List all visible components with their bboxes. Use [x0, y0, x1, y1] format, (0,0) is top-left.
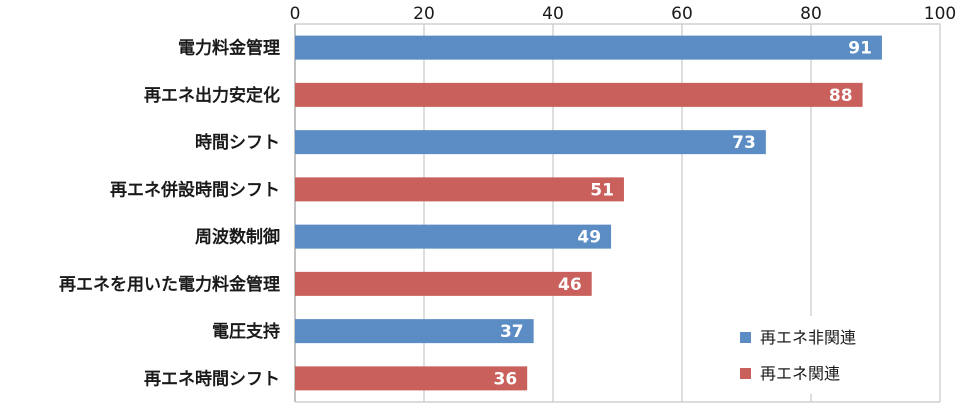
legend-label-re: 再エネ関連: [760, 364, 840, 383]
category-label-6: 再エネを用いた電力料金管理: [59, 274, 280, 295]
x-tick-label-60: 60: [671, 4, 693, 24]
category-label-4: 再エネ併設時間シフト: [110, 179, 280, 200]
category-label-2: 再エネ出力安定化: [144, 85, 280, 106]
bar-7: [295, 319, 534, 344]
x-tick-label-0: 0: [290, 4, 301, 24]
data-labels: 91 88 73 51 49 46 37 36: [494, 39, 872, 390]
x-axis-ticks: 0 20 40 60 80 100: [290, 4, 957, 24]
y-axis-categories: 電力料金管理再エネ出力安定化時間シフト再エネ併設時間シフト周波数制御再エネを用い…: [59, 38, 280, 390]
legend-swatch-non_re: [740, 332, 751, 343]
bar-5: [295, 224, 612, 249]
data-label-4: 51: [590, 180, 614, 200]
x-tick-label-40: 40: [542, 4, 564, 24]
category-label-8: 再エネ時間シフト: [144, 368, 280, 389]
bar-1: [295, 35, 882, 60]
bar-6: [295, 271, 592, 296]
data-label-2: 88: [829, 86, 853, 106]
bar-4: [295, 177, 624, 202]
bar-3: [295, 130, 766, 155]
bars: [295, 35, 882, 391]
data-label-6: 46: [558, 275, 582, 295]
category-label-3: 時間シフト: [195, 132, 280, 153]
x-tick-label-20: 20: [413, 4, 435, 24]
bar-8: [295, 366, 528, 391]
category-label-1: 電力料金管理: [178, 38, 280, 59]
data-label-1: 91: [848, 39, 872, 59]
data-label-7: 37: [500, 322, 524, 342]
data-label-5: 49: [577, 228, 601, 248]
legend-box: [728, 316, 924, 394]
legend-label-non_re: 再エネ非関連: [760, 328, 856, 347]
category-label-5: 周波数制御: [195, 227, 280, 248]
data-label-8: 36: [494, 369, 518, 389]
category-label-7: 電圧支持: [212, 321, 280, 342]
x-tick-label-80: 80: [800, 4, 822, 24]
x-tick-label-100: 100: [924, 4, 956, 24]
data-label-3: 73: [732, 133, 756, 153]
legend-swatch-re: [740, 368, 751, 379]
bar-2: [295, 82, 863, 107]
